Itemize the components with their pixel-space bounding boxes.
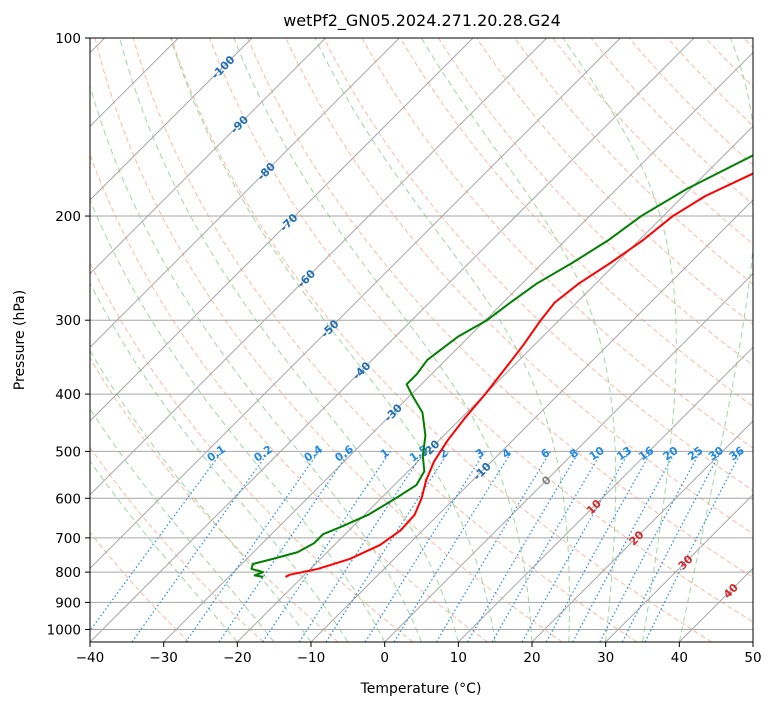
x-axis-label: Temperature (°C): [360, 681, 482, 697]
moist-adiabat: [119, 38, 459, 642]
isotherm-line: [90, 38, 695, 642]
x-tick-label: 40: [671, 650, 688, 666]
dry-adiabat: [90, 153, 488, 642]
mixing-ratio-line: [621, 451, 722, 642]
mixing-ratio-line: [325, 451, 450, 642]
moist-adiabat: [170, 38, 496, 642]
dry-adiabat: [438, 38, 753, 366]
x-tick-label: 50: [744, 650, 761, 666]
dewpoint-profile-line: [250, 154, 753, 578]
isotherm-line: [90, 38, 548, 496]
temperature-profile-line: [285, 172, 753, 578]
mixing-ratio-line: [298, 451, 425, 642]
y-tick-label: 600: [55, 491, 81, 507]
isotherm-line: [163, 51, 753, 642]
mixing-ratio-line: [572, 451, 677, 642]
chart-title: wetPf2_GN05.2024.271.20.28.G24: [283, 11, 561, 31]
x-tick-label: −30: [149, 650, 178, 666]
x-tick-label: 20: [523, 650, 540, 666]
moist-adiabat: [90, 84, 422, 642]
y-tick-label: 800: [55, 565, 81, 581]
dry-adiabat: [170, 38, 712, 642]
moist-adiabat: [90, 408, 275, 642]
dry-adiabat: [399, 38, 753, 408]
moist-adiabat: [90, 460, 238, 642]
isotherm-line: [605, 493, 753, 642]
dry-adiabat: [514, 38, 753, 285]
x-tick-label: 0: [380, 650, 389, 666]
dry-adiabat: [90, 446, 264, 642]
mixing-ratio-line: [393, 451, 513, 642]
dry-adiabat: [90, 531, 190, 642]
isotherm-line: [384, 272, 753, 642]
isotherm-line: [90, 38, 253, 201]
isotherm-line: [236, 125, 753, 642]
mixing-ratio-line: [545, 451, 652, 642]
dry-adiabat: [209, 38, 753, 623]
y-tick-label: 300: [55, 313, 81, 329]
y-tick-label: 500: [55, 444, 81, 460]
mixing-ratio-line: [218, 451, 351, 642]
y-tick-label: 100: [55, 31, 81, 47]
isotherm-line: [310, 199, 753, 642]
isotherm-line: [90, 38, 327, 275]
y-tick-label: 700: [55, 531, 81, 547]
dry-adiabat: [132, 38, 638, 642]
dry-adiabat: [247, 38, 753, 578]
isotherm-line: [531, 420, 753, 642]
mixing-ratio-line: [131, 451, 270, 642]
y-tick-label: 900: [55, 595, 81, 611]
moist-adiabat: [90, 282, 349, 642]
y-tick-label: 1000: [47, 622, 81, 638]
x-tick-label: −40: [76, 650, 105, 666]
isotherm-line: [90, 38, 400, 349]
moist-adiabat: [562, 38, 677, 642]
mixing-ratio-line: [90, 451, 223, 632]
y-axis-label: Pressure (hPa): [12, 290, 28, 390]
dry-adiabat: [323, 38, 753, 492]
moist-adiabat: [678, 38, 753, 642]
plot-frame: [89, 37, 754, 643]
mixing-ratio-line: [185, 451, 320, 642]
moist-adiabat: [421, 38, 617, 642]
x-tick-label: 10: [450, 650, 467, 666]
x-tick-label: 30: [597, 650, 614, 666]
isotherm-line: [90, 38, 474, 422]
dry-adiabat: [94, 38, 563, 642]
mixing-ratio-line: [521, 451, 630, 642]
axes: −40 −30 −20 −10 0 10 20 30 40 50 100 200 300 400 500 60…: [47, 31, 762, 666]
y-tick-label: 200: [55, 209, 81, 225]
x-tick-label: −10: [297, 650, 326, 666]
x-tick-label: −20: [223, 650, 252, 666]
dry-adiabat: [90, 357, 339, 642]
y-tick-label: 400: [55, 387, 81, 403]
isotherm-line: [457, 346, 753, 642]
mixing-ratio-line: [644, 451, 743, 642]
mixing-ratio-line: [262, 451, 391, 642]
isotherm-line: [90, 38, 621, 570]
moist-adiabat: [90, 198, 386, 642]
moist-adiabat: [314, 38, 570, 642]
